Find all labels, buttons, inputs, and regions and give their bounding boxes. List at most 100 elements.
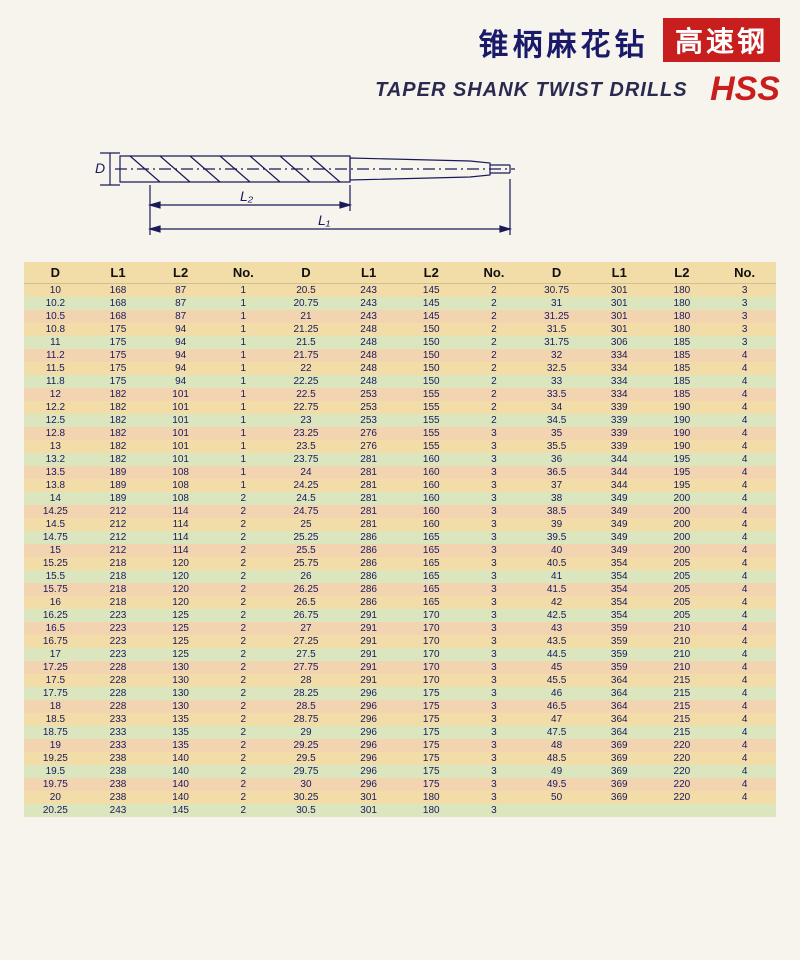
cell: 2 [463,284,526,298]
col-header: D [24,262,87,284]
cell: 3 [463,700,526,713]
cell: 13.2 [24,453,87,466]
cell: 17.25 [24,661,87,674]
cell: 218 [87,596,150,609]
cell: 175 [87,375,150,388]
cell: 145 [149,804,212,817]
cell: 3 [463,778,526,791]
cell: 47 [525,713,588,726]
table-row: 16.25223125226.75291170342.53542054 [24,609,776,622]
cell: 3 [463,570,526,583]
cell: 175 [87,362,150,375]
cell: 3 [713,310,776,323]
cell: 46 [525,687,588,700]
table-row: 1016887120.5243145230.753011803 [24,284,776,298]
cell: 3 [463,544,526,557]
cell: 180 [651,323,714,336]
cell [588,804,651,817]
cell: 281 [337,492,400,505]
cell: 23.75 [275,453,338,466]
cell: 18.5 [24,713,87,726]
cell: 11 [24,336,87,349]
cell: 165 [400,557,463,570]
cell: 182 [87,388,150,401]
cell: 38.5 [525,505,588,518]
cell: 210 [651,661,714,674]
cell: 3 [463,531,526,544]
table-row: 18.5233135228.752961753473642154 [24,713,776,726]
cell: 4 [713,505,776,518]
cell: 150 [400,323,463,336]
col-header: L2 [149,262,212,284]
cell: 238 [87,791,150,804]
cell: 334 [588,362,651,375]
cell: 364 [588,700,651,713]
cell: 200 [651,518,714,531]
cell: 25.25 [275,531,338,544]
cell: 281 [337,466,400,479]
cell: 4 [713,687,776,700]
table-row: 14.52121142252811603393492004 [24,518,776,531]
cell: 22.25 [275,375,338,388]
cell: 334 [588,375,651,388]
cell: 182 [87,440,150,453]
table-row: 18.75233135229296175347.53642154 [24,726,776,739]
cell: 185 [651,375,714,388]
cell: 101 [149,453,212,466]
cell: 14.25 [24,505,87,518]
table-row: 19.25238140229.5296175348.53692204 [24,752,776,765]
cell: 4 [713,726,776,739]
cell: 101 [149,388,212,401]
cell: 212 [87,505,150,518]
cell: 253 [337,401,400,414]
cell: 248 [337,336,400,349]
cell: 180 [400,804,463,817]
cell: 165 [400,596,463,609]
cell: 205 [651,557,714,570]
cell: 155 [400,401,463,414]
cell: 2 [463,310,526,323]
cell: 3 [463,518,526,531]
cell: 180 [651,284,714,298]
col-header: D [525,262,588,284]
cell: 108 [149,479,212,492]
cell: 175 [400,765,463,778]
cell: 339 [588,440,651,453]
cell: 291 [337,635,400,648]
cell: 125 [149,622,212,635]
table-row: 16218120226.52861653423542054 [24,596,776,609]
cell: 160 [400,518,463,531]
cell: 301 [588,284,651,298]
cell: 369 [588,739,651,752]
cell: 17.5 [24,674,87,687]
cell: 19.25 [24,752,87,765]
table-row: 15212114225.52861653403492004 [24,544,776,557]
cell: 4 [713,700,776,713]
cell: 200 [651,492,714,505]
cell: 27.5 [275,648,338,661]
col-header: No. [463,262,526,284]
cell: 2 [212,622,275,635]
cell: 43.5 [525,635,588,648]
cell: 200 [651,505,714,518]
cell: 4 [713,596,776,609]
cell: 180 [400,791,463,804]
cell: 45.5 [525,674,588,687]
cell: 2 [463,297,526,310]
cell: 18 [24,700,87,713]
cell: 359 [588,648,651,661]
subheader: TAPER SHANK TWIST DRILLS HSS [20,70,780,109]
cell: 220 [651,791,714,804]
cell: 215 [651,687,714,700]
cell: 150 [400,336,463,349]
table-row: 13182101123.5276155335.53391904 [24,440,776,453]
cell: 301 [588,310,651,323]
cell: 185 [651,336,714,349]
cell: 1 [212,414,275,427]
cell: 13 [24,440,87,453]
cell: 2 [212,518,275,531]
cell: 296 [337,752,400,765]
cell: 4 [713,349,776,362]
cell: 3 [463,752,526,765]
cell: 140 [149,778,212,791]
